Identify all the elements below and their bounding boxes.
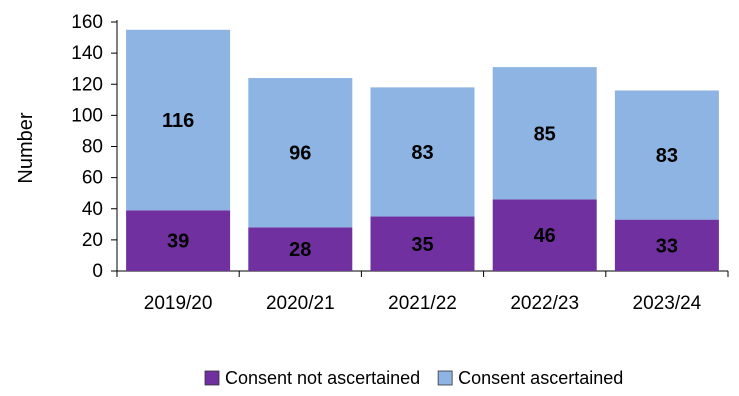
bar-segment	[614, 90, 719, 220]
y-tick-label: 20	[82, 230, 103, 251]
y-axis-title: Number	[15, 112, 37, 183]
data-label: 28	[289, 239, 311, 261]
data-labels: 39 116 28 96 35 83 46 85 33 83	[162, 110, 678, 261]
bar-segment	[492, 199, 597, 271]
bar-segment	[614, 219, 719, 271]
bars	[126, 29, 719, 271]
x-tick-label: 2021/22	[388, 293, 457, 314]
legend-label: Consent not ascertained	[225, 368, 420, 388]
data-label: 116	[162, 110, 194, 132]
data-label: 33	[656, 235, 678, 257]
y-tick-label: 80	[82, 137, 103, 158]
legend-label: Consent ascertained	[458, 368, 623, 388]
x-tick-label: 2022/23	[510, 293, 579, 314]
x-tick-label: 2019/20	[144, 293, 213, 314]
bar-segment	[492, 67, 597, 200]
y-tick-label: 140	[71, 43, 103, 64]
y-tick-label: 0	[92, 261, 103, 282]
y-tick-label: 160	[71, 12, 103, 33]
y-tick-label: 40	[82, 199, 103, 220]
data-label: 35	[411, 234, 433, 256]
legend: Consent not ascertained Consent ascertain…	[204, 368, 623, 388]
bar-segment	[126, 210, 231, 271]
y-axis-title-group: Number	[15, 112, 37, 183]
bar-segment	[248, 227, 353, 271]
x-tick-label: 2023/24	[633, 293, 702, 314]
data-label: 39	[167, 231, 189, 253]
bar-segment	[370, 87, 475, 217]
x-tick-label: 2020/21	[266, 293, 335, 314]
axes: 0 20 40 60 80 100 120 140 160 2019/20 2020/21 2021/…	[71, 12, 729, 314]
bar-segment	[370, 216, 475, 271]
y-tick-label: 120	[71, 74, 103, 95]
legend-swatch	[437, 370, 453, 386]
data-label: 96	[289, 143, 311, 165]
bar-segment	[126, 29, 231, 211]
data-label: 83	[411, 142, 433, 164]
y-tick-label: 100	[71, 105, 103, 126]
legend-swatch	[204, 370, 220, 386]
data-label: 46	[534, 225, 556, 247]
bar-segment	[248, 78, 353, 228]
data-label: 83	[656, 145, 678, 167]
y-tick-label: 60	[82, 168, 103, 189]
data-label: 85	[534, 123, 556, 145]
